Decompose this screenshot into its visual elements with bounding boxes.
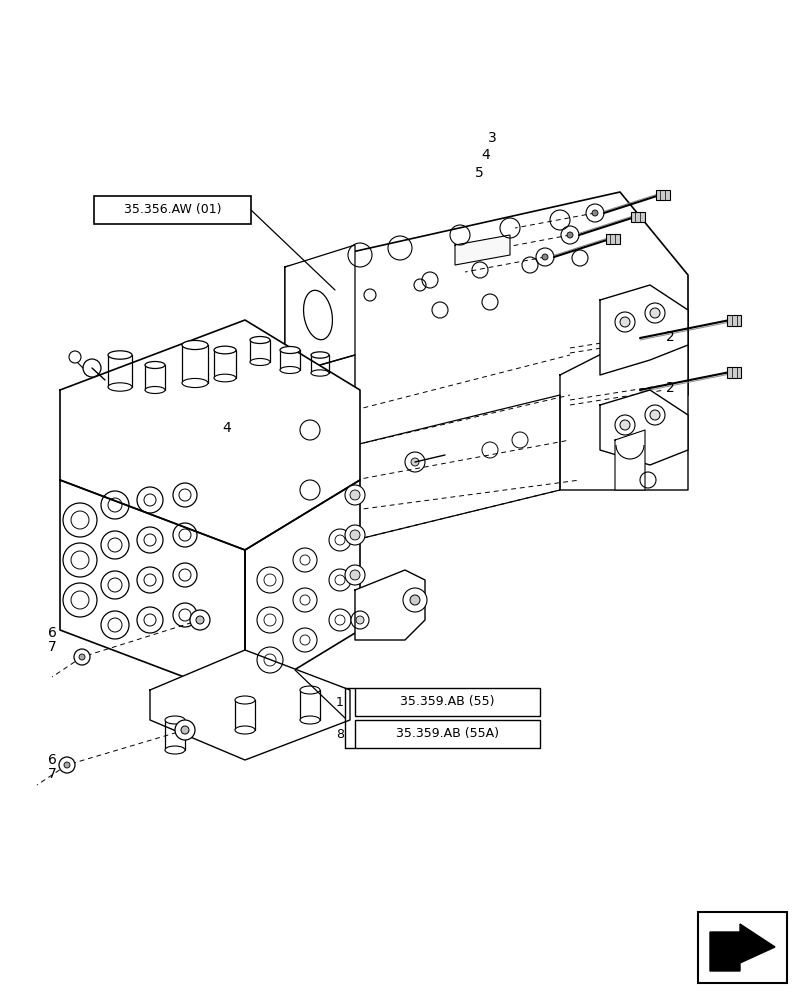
Polygon shape bbox=[245, 480, 359, 700]
Circle shape bbox=[620, 317, 629, 327]
Circle shape bbox=[74, 649, 90, 665]
Bar bbox=[630, 212, 644, 222]
Text: 3: 3 bbox=[487, 131, 496, 145]
Bar bbox=[354, 720, 539, 748]
Ellipse shape bbox=[234, 696, 255, 704]
Circle shape bbox=[345, 525, 365, 545]
Circle shape bbox=[83, 359, 101, 377]
Text: 7: 7 bbox=[48, 640, 56, 654]
Polygon shape bbox=[614, 430, 644, 490]
Polygon shape bbox=[285, 192, 687, 445]
Polygon shape bbox=[150, 650, 350, 760]
Polygon shape bbox=[599, 285, 687, 375]
Circle shape bbox=[59, 757, 75, 773]
Circle shape bbox=[591, 210, 597, 216]
Bar bbox=[94, 196, 251, 224]
Polygon shape bbox=[599, 390, 687, 465]
Text: 4: 4 bbox=[222, 421, 231, 435]
Bar bbox=[726, 315, 740, 326]
Polygon shape bbox=[454, 235, 509, 265]
Ellipse shape bbox=[214, 374, 236, 382]
Circle shape bbox=[190, 610, 210, 630]
Circle shape bbox=[181, 726, 189, 734]
Circle shape bbox=[410, 595, 419, 605]
Bar bbox=[697, 912, 786, 983]
Ellipse shape bbox=[250, 359, 270, 365]
Circle shape bbox=[175, 720, 195, 740]
Ellipse shape bbox=[280, 347, 299, 354]
Circle shape bbox=[350, 490, 359, 500]
Text: 8: 8 bbox=[336, 728, 344, 740]
Circle shape bbox=[345, 565, 365, 585]
Ellipse shape bbox=[214, 346, 236, 354]
Circle shape bbox=[355, 616, 363, 624]
Bar bbox=[655, 190, 669, 200]
Ellipse shape bbox=[234, 726, 255, 734]
Text: 2: 2 bbox=[665, 381, 674, 395]
Ellipse shape bbox=[165, 746, 185, 754]
Bar bbox=[605, 234, 620, 244]
Ellipse shape bbox=[108, 351, 132, 359]
Ellipse shape bbox=[108, 383, 132, 391]
Polygon shape bbox=[560, 310, 687, 490]
Text: 2: 2 bbox=[665, 330, 674, 344]
Text: 5: 5 bbox=[474, 166, 483, 180]
Ellipse shape bbox=[311, 352, 328, 358]
Ellipse shape bbox=[299, 686, 320, 694]
Circle shape bbox=[620, 420, 629, 430]
Ellipse shape bbox=[299, 716, 320, 724]
Circle shape bbox=[541, 254, 547, 260]
Circle shape bbox=[649, 410, 659, 420]
Polygon shape bbox=[285, 245, 354, 375]
Polygon shape bbox=[285, 355, 354, 560]
Ellipse shape bbox=[182, 378, 208, 388]
Circle shape bbox=[69, 351, 81, 363]
Text: 35.356.AW (01): 35.356.AW (01) bbox=[123, 204, 221, 217]
Bar bbox=[726, 367, 740, 378]
Circle shape bbox=[350, 570, 359, 580]
Circle shape bbox=[345, 485, 365, 505]
Ellipse shape bbox=[145, 386, 165, 393]
Circle shape bbox=[649, 308, 659, 318]
Circle shape bbox=[566, 232, 573, 238]
Ellipse shape bbox=[145, 361, 165, 368]
Text: 7: 7 bbox=[48, 767, 56, 781]
Ellipse shape bbox=[280, 366, 299, 373]
Circle shape bbox=[64, 762, 70, 768]
Polygon shape bbox=[354, 570, 424, 640]
Text: 35.359.AB (55A): 35.359.AB (55A) bbox=[396, 728, 499, 740]
Circle shape bbox=[195, 616, 204, 624]
Bar bbox=[354, 688, 539, 716]
Text: 1: 1 bbox=[336, 696, 344, 708]
Ellipse shape bbox=[165, 716, 185, 724]
Polygon shape bbox=[60, 320, 359, 550]
Polygon shape bbox=[60, 480, 245, 700]
Circle shape bbox=[402, 588, 427, 612]
Text: 6: 6 bbox=[48, 753, 57, 767]
Text: 35.359.AB (55): 35.359.AB (55) bbox=[400, 696, 494, 708]
Ellipse shape bbox=[182, 340, 208, 350]
Circle shape bbox=[350, 530, 359, 540]
Circle shape bbox=[79, 654, 85, 660]
Text: 6: 6 bbox=[48, 626, 57, 640]
Polygon shape bbox=[709, 924, 774, 971]
Circle shape bbox=[410, 458, 418, 466]
Text: 4: 4 bbox=[481, 148, 490, 162]
Ellipse shape bbox=[250, 336, 270, 344]
Circle shape bbox=[350, 611, 368, 629]
Polygon shape bbox=[354, 395, 560, 540]
Ellipse shape bbox=[311, 370, 328, 376]
